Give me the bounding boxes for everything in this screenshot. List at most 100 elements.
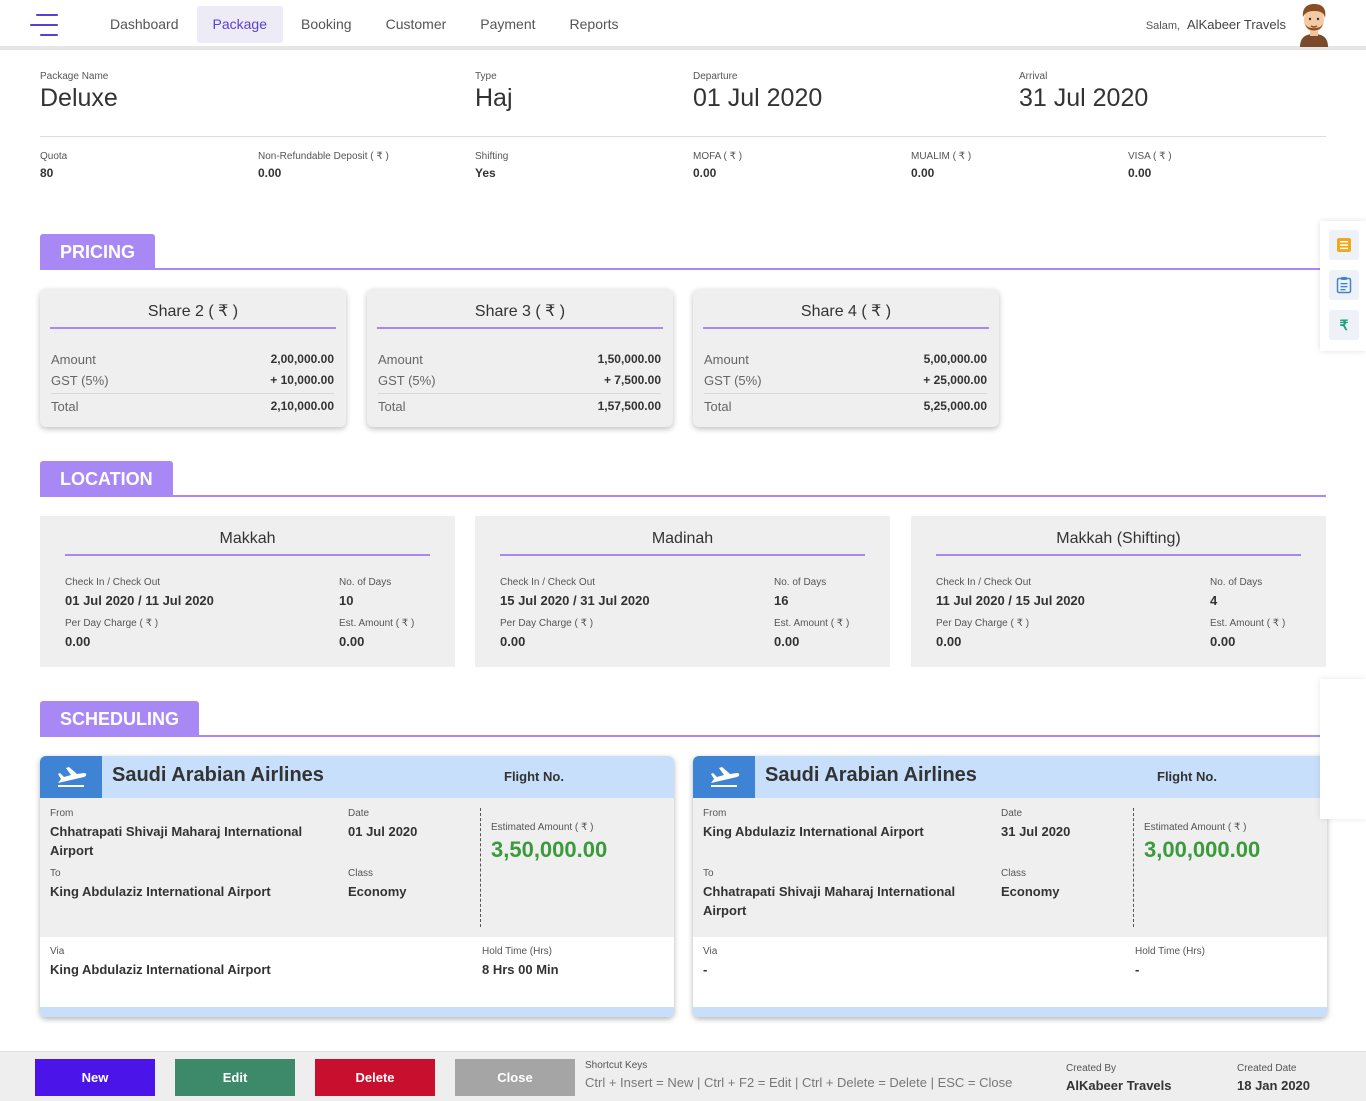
airline-name: Saudi Arabian Airlines [765,764,977,786]
gst-label: GST (5%) [51,373,109,388]
charge-value: 0.00 [65,634,91,649]
created-by-label: Created By [1066,1063,1117,1074]
package-type-value: Haj [475,84,513,112]
gst-row: GST (5%) + 10,000.00 [51,373,334,388]
nav-customer[interactable]: Customer [385,16,447,32]
date-label: Date [1001,808,1023,819]
flight-card-return: Saudi Arabian Airlines Flight No. From K… [693,756,1327,1017]
charge-field: Per Day Charge ( ₹ ) 0.00 [65,618,158,651]
amount-row: Amount 2,00,000.00 [51,352,334,367]
check-value: 01 Jul 2020 / 11 Jul 2020 [65,593,214,608]
package-type-field: Type Haj [475,71,513,113]
flight-body: From Chhatrapati Shivaji Maharaj Interna… [40,798,674,937]
amount-label: Amount [378,352,423,367]
total-value: 5,25,000.00 [923,399,987,413]
estimated-amount-label: Estimated Amount ( ₹ ) [491,822,594,833]
estimated-amount-value: 3,00,000.00 [1144,837,1261,862]
amount-value: 1,50,000.00 [597,352,661,366]
check-field: Check In / Check Out 01 Jul 2020 / 11 Ju… [65,577,214,610]
card-footer-strip [40,1007,674,1017]
amount-label: Amount [704,352,749,367]
hold-time-value: - [1135,962,1140,977]
footer-bar: New Edit Delete Close Shortcut Keys Ctrl… [0,1051,1366,1101]
days-field: No. of Days 16 [774,577,826,610]
days-label: No. of Days [1210,577,1263,588]
menu-icon[interactable] [30,14,58,36]
via-label: Via [703,946,718,957]
mofa-field: MOFA ( ₹ ) 0.00 [693,151,742,180]
nav-payment[interactable]: Payment [480,16,536,32]
user-name: AlKabeer Travels [1187,17,1286,32]
est-label: Est. Amount ( ₹ ) [339,618,415,629]
shifting-field: Shifting Yes [475,151,508,180]
gst-label: GST (5%) [378,373,436,388]
new-button[interactable]: New [35,1059,155,1096]
total-value: 2,10,000.00 [270,399,334,413]
departure-value: 01 Jul 2020 [693,84,823,112]
plane-icon [40,756,102,798]
delete-button[interactable]: Delete [315,1059,435,1096]
arrival-value: 31 Jul 2020 [1019,84,1149,112]
charge-value: 0.00 [500,634,526,649]
flight-body: From King Abdulaziz International Airpor… [693,798,1327,937]
nav-booking[interactable]: Booking [300,16,352,32]
close-button[interactable]: Close [455,1059,575,1096]
price-card-title: Share 3 ( ₹ ) [377,301,663,329]
price-card-title: Share 4 ( ₹ ) [703,301,989,329]
charge-value: 0.00 [936,634,962,649]
days-field: No. of Days 4 [1210,577,1262,610]
clipboard-icon[interactable] [1329,270,1359,300]
days-label: No. of Days [774,577,827,588]
class-label: Class [1001,868,1027,879]
charge-label: Per Day Charge ( ₹ ) [936,618,1030,629]
avatar[interactable] [1296,3,1332,47]
price-card-share2: Share 2 ( ₹ ) Amount 2,00,000.00 GST (5%)… [40,289,346,427]
price-divider [51,393,334,394]
amount-row: Amount 1,50,000.00 [378,352,661,367]
top-navbar: Dashboard Package Booking Customer Payme… [0,0,1366,50]
gst-label: GST (5%) [704,373,762,388]
estimated-amount-label: Estimated Amount ( ₹ ) [1144,822,1247,833]
price-card-share3: Share 3 ( ₹ ) Amount 1,50,000.00 GST (5%)… [367,289,673,427]
check-value: 15 Jul 2020 / 31 Jul 2020 [500,593,650,608]
via-value: - [703,962,708,977]
list-icon[interactable] [1329,230,1359,260]
package-name-field: Package Name Deluxe [40,71,118,113]
visa-value: 0.00 [1128,166,1152,180]
days-value: 4 [1210,593,1218,608]
to-value: King Abdulaziz International Airport [50,884,271,899]
rupee-icon[interactable]: ₹ [1329,310,1359,340]
departure-field: Departure 01 Jul 2020 [693,71,822,113]
est-label: Est. Amount ( ₹ ) [1210,618,1286,629]
edit-button[interactable]: Edit [175,1059,295,1096]
price-card-share4: Share 4 ( ₹ ) Amount 5,00,000.00 GST (5%)… [693,289,999,427]
amount-row: Amount 5,00,000.00 [704,352,987,367]
nav-package[interactable]: Package [196,6,283,43]
side-panel [1320,679,1366,819]
quota-label: Quota [40,151,68,162]
created-date-field: Created Date 18 Jan 2020 [1237,1063,1310,1095]
greeting-text: Salam, [1145,20,1181,32]
header-divider [40,136,1326,137]
price-divider [378,393,661,394]
amount-label: Amount [51,352,96,367]
via-field: Via King Abdulaziz International Airport [50,946,271,979]
package-name-label: Package Name [40,71,109,82]
deposit-label: Non-Refundable Deposit ( ₹ ) [258,151,389,162]
quota-value: 80 [40,166,54,180]
mofa-label: MOFA ( ₹ ) [693,151,743,162]
est-value: 0.00 [339,634,365,649]
nav-reports[interactable]: Reports [569,16,619,32]
nav-dashboard[interactable]: Dashboard [110,16,179,32]
class-field: Class Economy [1001,868,1060,901]
gst-value: + 7,500.00 [603,373,661,387]
gst-row: GST (5%) + 7,500.00 [378,373,661,388]
check-label: Check In / Check Out [500,577,596,588]
hold-time-label: Hold Time (Hrs) [1135,946,1206,957]
estimated-amount-field: Estimated Amount ( ₹ ) 3,00,000.00 [1144,822,1260,863]
flight-no-label: Flight No. [504,769,564,784]
to-value: Chhatrapati Shivaji Maharaj Internationa… [703,884,956,918]
class-value: Economy [1001,884,1060,899]
package-type-label: Type [475,71,497,82]
pricing-title: PRICING [40,234,156,270]
